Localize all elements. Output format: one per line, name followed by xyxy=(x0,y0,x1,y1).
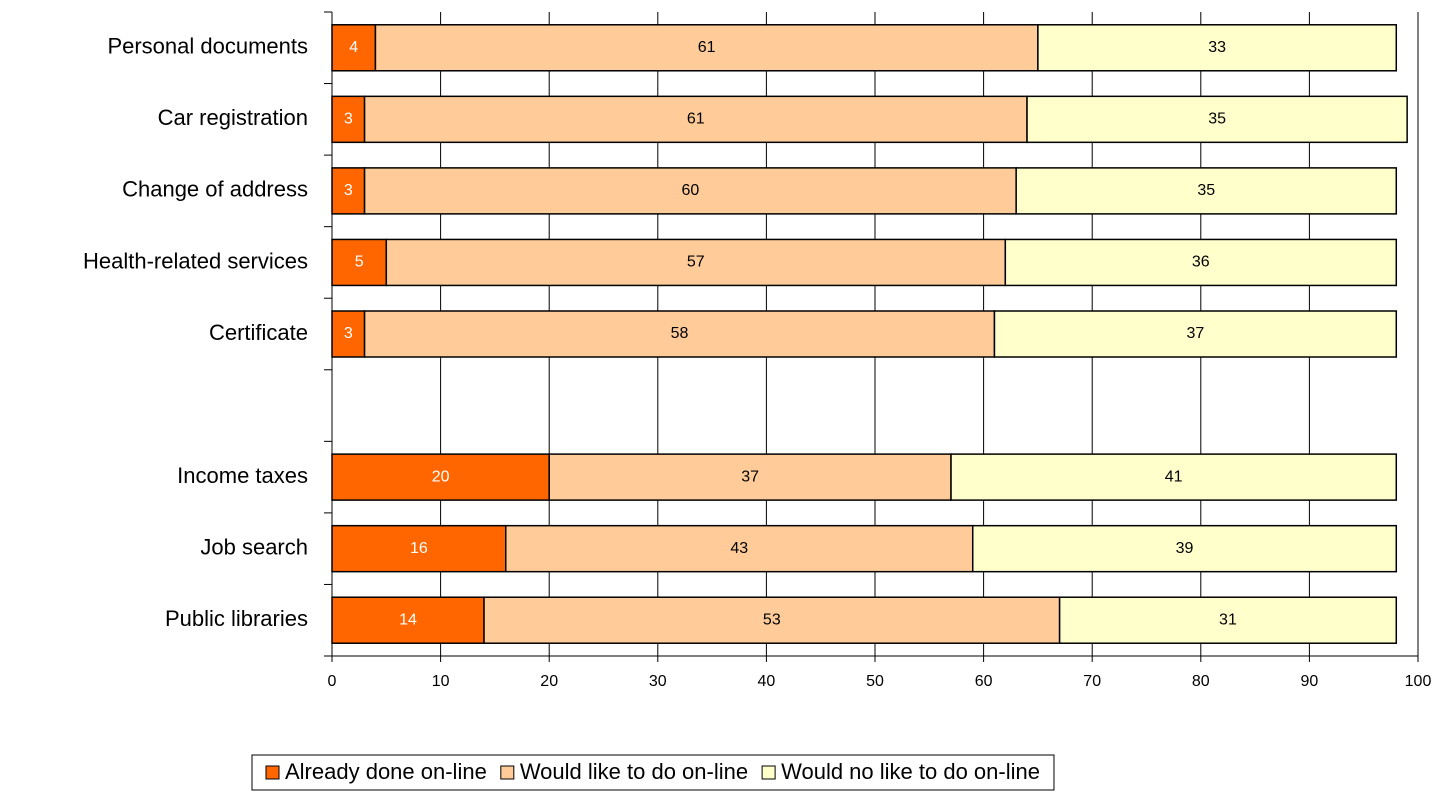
data-label: 4 xyxy=(349,39,358,56)
data-label: 5 xyxy=(355,254,364,271)
bar xyxy=(1015,167,1398,215)
x-tick-label: 50 xyxy=(866,673,884,690)
legend: Already done on-line Would like to do on-… xyxy=(251,754,1055,791)
data-label: 61 xyxy=(687,111,705,128)
x-tick-label: 40 xyxy=(758,673,776,690)
legend-swatch xyxy=(761,765,776,780)
x-tick-label: 70 xyxy=(1083,673,1101,690)
bar xyxy=(331,310,366,358)
bar xyxy=(1026,95,1408,144)
y-tick-label: Car registration xyxy=(158,105,308,130)
x-tick-label: 100 xyxy=(1405,673,1432,690)
bar xyxy=(1058,596,1398,644)
y-tick-label: Personal documents xyxy=(107,34,308,59)
data-label: 61 xyxy=(698,39,716,56)
bar xyxy=(331,596,485,644)
bar xyxy=(331,453,550,501)
data-label: 53 xyxy=(763,611,781,628)
legend-label: Would like to do on-line xyxy=(520,759,748,784)
legend-box xyxy=(251,754,1055,791)
bar xyxy=(971,524,1398,573)
y-tick-label: Income taxes xyxy=(177,463,308,488)
data-label: 20 xyxy=(432,468,450,485)
data-label: 36 xyxy=(1192,254,1210,271)
bar xyxy=(505,524,974,573)
x-tick-label: 20 xyxy=(540,673,558,690)
bar xyxy=(385,238,1007,287)
x-tick-label: 60 xyxy=(975,673,993,690)
y-tick-label: Change of address xyxy=(122,177,308,202)
bar xyxy=(483,596,1061,644)
data-label: 3 xyxy=(344,325,353,342)
y-tick-label: Health-related services xyxy=(83,248,308,273)
data-label: 3 xyxy=(344,182,353,199)
data-label: 3 xyxy=(344,111,353,128)
x-tick-label: 80 xyxy=(1192,673,1210,690)
data-label: 41 xyxy=(1165,468,1183,485)
data-label: 31 xyxy=(1219,611,1237,628)
legend-swatch xyxy=(265,765,280,780)
x-tick-label: 30 xyxy=(649,673,667,690)
data-label: 37 xyxy=(741,468,759,485)
y-tick-label: Job search xyxy=(200,534,308,559)
legend-label: Would no like to do on-line xyxy=(781,759,1040,784)
legend-label: Already done on-line xyxy=(285,759,487,784)
bar xyxy=(331,24,377,72)
data-label: 37 xyxy=(1186,325,1204,342)
y-tick-label: Certificate xyxy=(209,320,308,345)
data-label: 57 xyxy=(687,254,705,271)
y-tick-label: Public libraries xyxy=(165,606,308,631)
data-label: 35 xyxy=(1208,111,1226,128)
bar xyxy=(363,95,1028,144)
x-tick-label: 0 xyxy=(328,673,337,690)
data-label: 33 xyxy=(1208,39,1226,56)
data-label: 43 xyxy=(730,540,748,557)
bar xyxy=(950,453,1398,501)
data-label: 16 xyxy=(410,540,428,557)
bar xyxy=(331,238,388,287)
bar xyxy=(1004,238,1398,287)
bar xyxy=(993,310,1398,358)
data-label: 39 xyxy=(1176,540,1194,557)
data-label: 35 xyxy=(1197,182,1215,199)
x-tick-label: 10 xyxy=(432,673,450,690)
data-label: 60 xyxy=(681,182,699,199)
bar xyxy=(363,310,996,358)
bar xyxy=(548,453,952,501)
legend-swatch xyxy=(500,765,515,780)
data-label: 58 xyxy=(671,325,689,342)
bar xyxy=(1037,24,1398,72)
data-label: 14 xyxy=(399,611,417,628)
x-tick-label: 90 xyxy=(1301,673,1319,690)
